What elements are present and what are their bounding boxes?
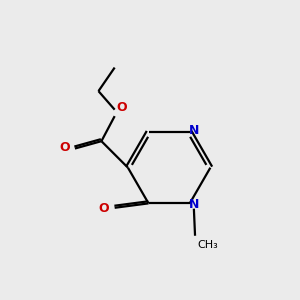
Text: N: N bbox=[189, 124, 199, 137]
Text: O: O bbox=[116, 101, 127, 114]
Text: N: N bbox=[189, 198, 199, 211]
Text: O: O bbox=[99, 202, 110, 215]
Text: O: O bbox=[59, 141, 70, 154]
Text: CH₃: CH₃ bbox=[197, 240, 218, 250]
